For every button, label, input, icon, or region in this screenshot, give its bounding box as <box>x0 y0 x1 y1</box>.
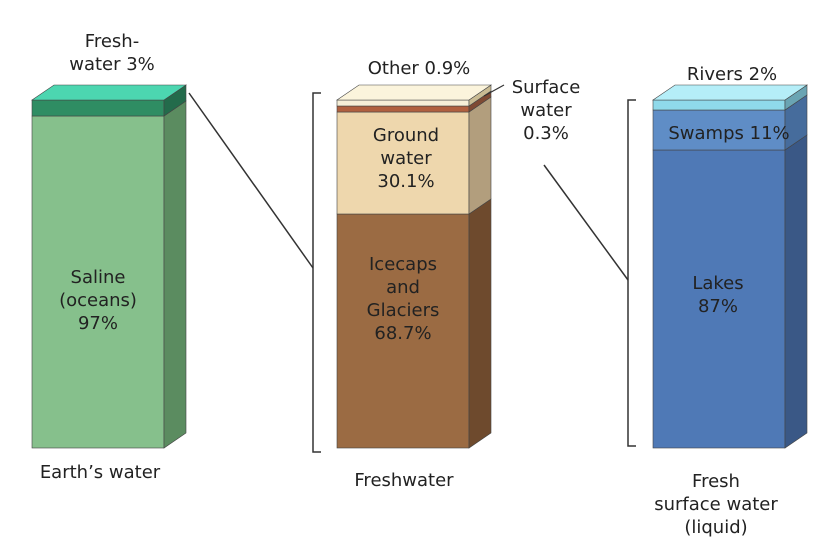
column-earth-s-water-segment-freshwater-top <box>31 84 187 101</box>
column-freshwater-segment-other-face <box>336 99 470 107</box>
column-fresh-surface-water-liquid-segment-lakes-side <box>784 134 808 449</box>
column-fresh-surface-water-liquid-segment-rivers-top <box>652 84 808 101</box>
label-swamps: Swamps 11% <box>668 123 789 144</box>
connector-freshwater <box>188 92 314 269</box>
caption-earths-water: Earth’s water <box>40 462 161 483</box>
surface-water-pointer-line <box>483 84 505 97</box>
column-freshwater-segment-other-top <box>336 84 492 101</box>
label-surface-water: Surface water 0.3% <box>512 77 581 144</box>
column-freshwater-segment-ground-water-side <box>468 96 492 215</box>
column-fresh-surface-water-liquid-segment-rivers-face <box>652 99 786 111</box>
column-earth-s-water-segment-freshwater-face <box>31 99 165 117</box>
label-lakes: Lakes 87% <box>692 273 743 317</box>
surface-water-bracket <box>627 99 636 447</box>
column-freshwater-segment-icecaps-and-glaciers-face <box>336 213 470 449</box>
caption-freshwater: Freshwater <box>354 470 454 491</box>
column-fresh-surface-water-liquid-segment-swamps-face <box>652 109 786 151</box>
label-freshwater-3: Fresh-water 3% <box>69 31 155 75</box>
label-rivers: Rivers 2% <box>687 64 777 85</box>
label-ground-water: Ground water 30.1% <box>373 125 439 192</box>
column-freshwater-segment-surface-water-face <box>336 105 470 113</box>
freshwater-bracket <box>312 92 321 453</box>
column-earth-s-water-segment-saline-oceans-face <box>31 115 165 449</box>
connector-surface-water <box>543 164 629 281</box>
caption-fresh-surface-water: Fresh surface water (liquid) <box>654 471 778 538</box>
label-other: Other 0.9% <box>368 58 471 79</box>
column-earth-s-water-segment-saline-oceans-side <box>163 100 187 449</box>
label-saline-oceans: Saline (oceans) 97% <box>59 267 137 334</box>
label-icecaps-glaciers: Icecaps and Glaciers 68.7% <box>367 254 440 344</box>
column-freshwater-segment-ground-water-face <box>336 111 470 215</box>
column-freshwater-segment-icecaps-and-glaciers-side <box>468 198 492 449</box>
